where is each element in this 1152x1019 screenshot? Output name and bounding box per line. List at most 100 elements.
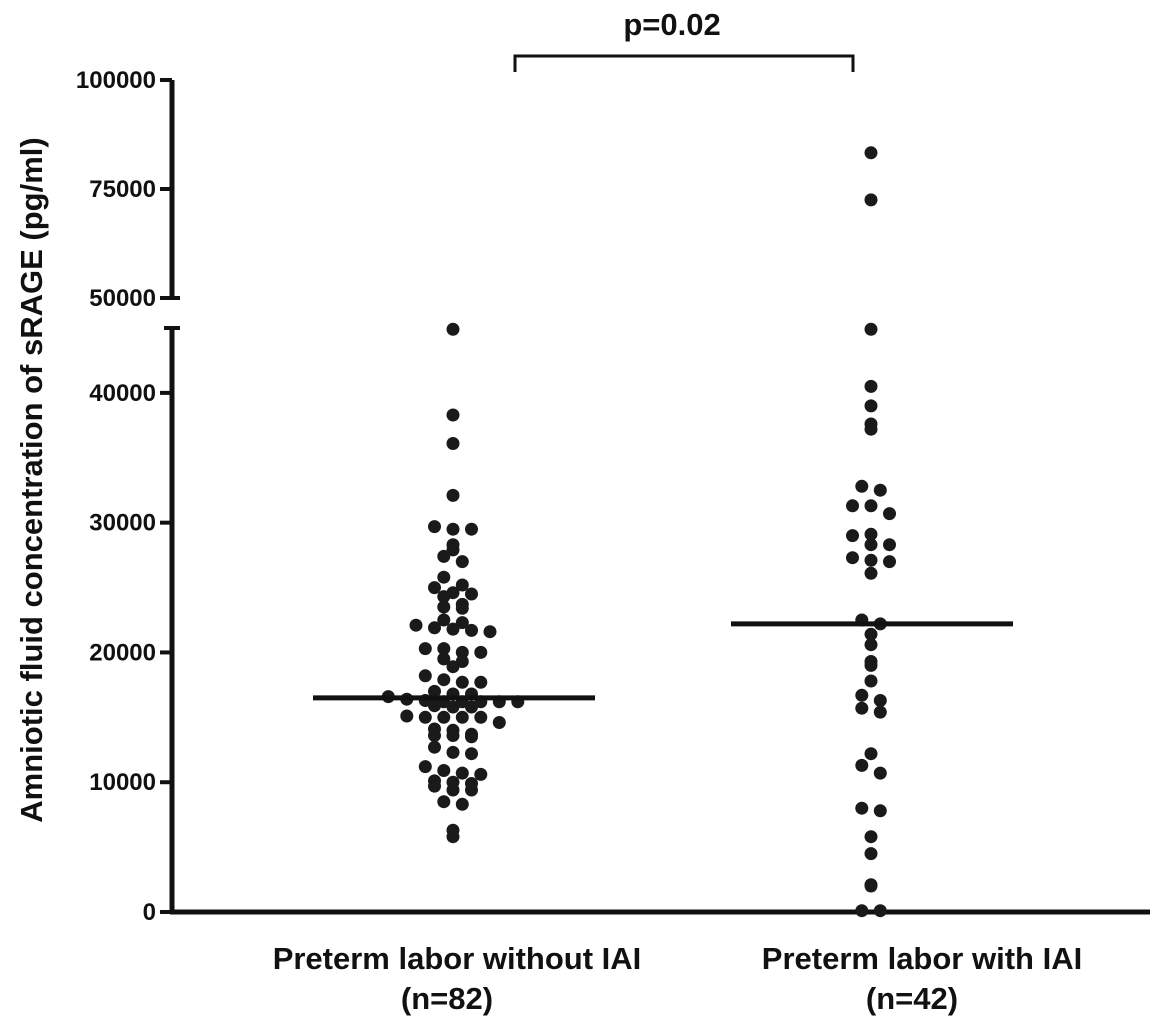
data-point	[437, 570, 451, 584]
category-2-label-line2: (n=42)	[866, 981, 958, 1016]
data-point	[446, 830, 460, 844]
data-point	[400, 709, 414, 723]
y-axis-ticks: 0 10000 20000 30000 40000 50000 75000 100000	[76, 67, 172, 926]
data-point	[465, 522, 478, 536]
data-point	[465, 700, 478, 714]
data-point	[846, 551, 859, 565]
data-point	[428, 740, 441, 754]
data-point	[446, 543, 460, 557]
data-point	[428, 684, 441, 698]
data-point	[873, 705, 887, 719]
data-point	[446, 322, 460, 336]
data-point	[474, 645, 488, 659]
data-point	[418, 669, 432, 683]
data-point	[883, 507, 896, 521]
data-point	[465, 747, 478, 761]
y-tick-label: 75000	[89, 176, 156, 203]
data-point	[437, 600, 451, 614]
data-point	[864, 658, 878, 672]
data-point	[474, 675, 488, 689]
significance-bracket	[513, 54, 855, 72]
data-point	[855, 758, 869, 772]
data-point	[873, 804, 887, 818]
data-point	[492, 716, 506, 729]
data-point	[437, 710, 451, 724]
data-point	[455, 645, 469, 659]
y-tick-label: 10000	[89, 769, 156, 796]
data-point	[873, 904, 887, 918]
data-point	[437, 673, 451, 687]
data-point	[437, 652, 451, 666]
y-tick-label: 100000	[76, 67, 156, 94]
data-point	[864, 553, 878, 567]
data-point	[446, 622, 460, 636]
data-point	[446, 783, 460, 797]
data-point	[446, 700, 460, 714]
data-point	[446, 522, 460, 536]
y-tick-label: 30000	[89, 510, 156, 537]
data-point	[455, 601, 469, 615]
data-point	[864, 322, 878, 336]
data-point	[446, 660, 460, 674]
data-point	[455, 797, 469, 811]
category-labels: Preterm labor without IAI (n=82) Preterm…	[273, 941, 1083, 1016]
data-point	[873, 483, 887, 497]
data-point	[855, 801, 869, 815]
category-1-label-line2: (n=82)	[401, 981, 493, 1016]
data-point	[864, 674, 878, 688]
data-point	[864, 499, 878, 513]
y-tick-label: 0	[143, 899, 156, 926]
data-point	[883, 555, 896, 569]
data-point	[864, 422, 878, 436]
data-point	[437, 642, 451, 656]
data-points	[381, 146, 896, 918]
significance-annotation: p=0.02	[513, 7, 855, 72]
data-point	[846, 529, 859, 543]
category-1-label-line1: Preterm labor without IAI	[273, 941, 642, 976]
y-tick-label: 20000	[89, 639, 156, 666]
data-point	[437, 764, 451, 777]
data-point	[428, 621, 441, 635]
y-tick-label: 50000	[89, 285, 156, 312]
data-point	[864, 830, 878, 844]
data-point	[437, 795, 451, 809]
data-point	[465, 783, 478, 797]
axes	[164, 80, 1150, 915]
data-point	[873, 766, 887, 780]
data-point	[418, 642, 432, 656]
data-point	[437, 613, 451, 627]
data-point	[446, 408, 460, 422]
data-point	[446, 745, 460, 759]
data-point	[855, 479, 869, 493]
y-tick-label: 40000	[89, 380, 156, 407]
data-point	[437, 549, 451, 563]
data-point	[864, 847, 878, 861]
data-point	[474, 710, 488, 724]
data-point	[855, 688, 869, 702]
y-axis-title: Amniotic fluid concentration of sRAGE (p…	[14, 137, 49, 822]
data-point	[446, 437, 460, 450]
data-point	[483, 625, 497, 639]
data-point	[864, 747, 878, 761]
data-point	[446, 729, 460, 742]
data-point	[864, 627, 878, 641]
data-point	[883, 538, 896, 552]
data-point	[437, 590, 451, 604]
data-point	[864, 146, 878, 160]
median-lines	[313, 621, 1013, 701]
category-2-label-line1: Preterm labor with IAI	[762, 941, 1082, 976]
data-point	[873, 694, 887, 707]
data-point	[465, 623, 478, 637]
data-point	[428, 779, 441, 793]
data-point	[446, 488, 460, 502]
data-point	[455, 710, 469, 724]
data-point	[864, 193, 878, 207]
data-point	[855, 904, 869, 918]
data-point	[455, 555, 469, 569]
data-point	[864, 566, 878, 580]
data-point	[418, 710, 432, 724]
data-point	[474, 767, 488, 781]
data-point	[864, 538, 878, 552]
data-point	[418, 760, 432, 774]
data-point	[428, 729, 441, 742]
